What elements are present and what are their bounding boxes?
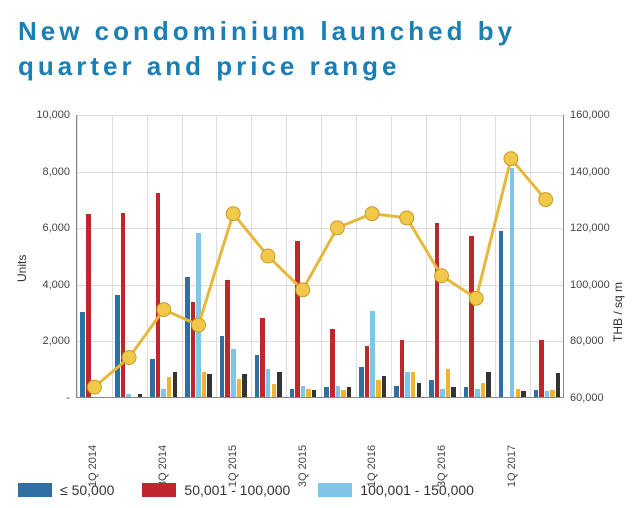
chart: Units THB / sq m -2,0004,0006,0008,00010… — [18, 115, 622, 448]
y-right-tick: 80,000 — [570, 335, 622, 347]
line-series — [77, 115, 563, 397]
y-left-tick: 6,000 — [18, 222, 70, 234]
y-left-tick: 10,000 — [18, 109, 70, 121]
legend-item: 50,001 - 100,000 — [142, 482, 290, 498]
page: New condominium launched by quarter and … — [0, 0, 640, 508]
y-right-tick: 120,000 — [570, 222, 622, 234]
legend: ≤ 50,000 50,001 - 100,000 100,001 - 150,… — [18, 482, 622, 498]
x-tick-label: 1Q 2016 — [366, 445, 378, 487]
x-tick-label: 1Q 2017 — [506, 445, 518, 487]
y-left-tick: 8,000 — [18, 166, 70, 178]
y-left-tick: 4,000 — [18, 279, 70, 291]
y-right-tick: 60,000 — [570, 392, 622, 404]
legend-swatch — [318, 483, 352, 497]
x-tick-label: 1Q 2014 — [87, 445, 99, 487]
plot-area — [76, 115, 564, 398]
y-left-tick: 2,000 — [18, 335, 70, 347]
legend-swatch — [142, 483, 176, 497]
y-right-tick: 100,000 — [570, 279, 622, 291]
legend-label: 100,001 - 150,000 — [360, 482, 474, 498]
y-right-tick: 160,000 — [570, 109, 622, 121]
legend-label: ≤ 50,000 — [60, 482, 114, 498]
x-tick-label: 3Q 2016 — [436, 445, 448, 487]
legend-swatch — [18, 483, 52, 497]
legend-label: 50,001 - 100,000 — [184, 482, 290, 498]
legend-item: 100,001 - 150,000 — [318, 482, 474, 498]
y-right-tick: 140,000 — [570, 166, 622, 178]
x-tick-label: 1Q 2015 — [227, 445, 239, 487]
chart-title: New condominium launched by quarter and … — [0, 0, 640, 90]
x-tick-label: 3Q 2014 — [157, 445, 169, 487]
y-left-tick: - — [18, 392, 70, 404]
x-tick-label: 3Q 2015 — [297, 445, 309, 487]
legend-item: ≤ 50,000 — [18, 482, 114, 498]
y-left-label: Units — [15, 254, 29, 281]
